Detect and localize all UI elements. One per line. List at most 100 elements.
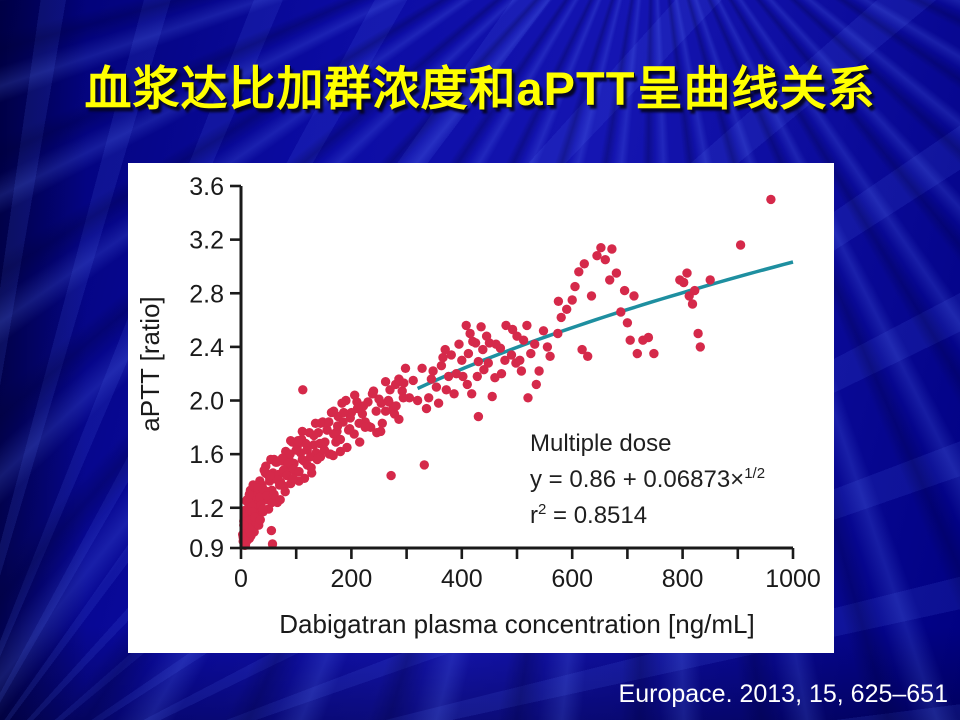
citation: Europace. 2013, 15, 625–651 bbox=[618, 680, 948, 708]
scatter-point bbox=[538, 326, 549, 336]
scatter-point bbox=[481, 331, 492, 341]
scatter-point bbox=[261, 461, 271, 471]
scatter-point bbox=[438, 352, 448, 363]
y-tick-label: 1.2 bbox=[189, 495, 224, 523]
scatter-point bbox=[293, 436, 303, 446]
scatter-point bbox=[355, 437, 365, 447]
scatter-point bbox=[478, 344, 488, 355]
scatter-point bbox=[553, 296, 564, 306]
scatter-point bbox=[465, 328, 475, 339]
fit-annotation: Multiple dose y = 0.86 + 0.06873×1/2 r2 … bbox=[530, 429, 765, 531]
scatter-point bbox=[310, 418, 321, 428]
scatter-point bbox=[467, 389, 477, 399]
scatter-point bbox=[241, 536, 252, 546]
scatter-point bbox=[400, 363, 411, 373]
scatter-point bbox=[299, 473, 310, 483]
scatter-point bbox=[433, 398, 444, 408]
scatter-point bbox=[377, 418, 387, 428]
scatter-point bbox=[268, 489, 279, 500]
scatter-point bbox=[412, 395, 423, 406]
scatter-point bbox=[545, 351, 555, 361]
scatter-point bbox=[255, 515, 265, 525]
scatter-point bbox=[398, 393, 408, 403]
scatter-point bbox=[267, 539, 278, 549]
scatter-point bbox=[583, 351, 593, 361]
scatter-point bbox=[446, 350, 456, 360]
x-tick-label: 600 bbox=[551, 565, 593, 593]
y-tick-label: 0.9 bbox=[189, 535, 224, 563]
x-tick-label: 1000 bbox=[765, 565, 821, 593]
scatter-point bbox=[487, 391, 497, 402]
scatter-point bbox=[556, 312, 566, 323]
scatter-point bbox=[461, 320, 471, 331]
scatter-point bbox=[643, 332, 654, 343]
scatter-point bbox=[506, 350, 517, 360]
scatter-point bbox=[622, 318, 633, 328]
scatter-point bbox=[473, 356, 484, 367]
scatter-point bbox=[297, 426, 307, 437]
scatter-point bbox=[695, 342, 705, 352]
scatter-point bbox=[322, 425, 332, 435]
scatter-point bbox=[386, 470, 396, 481]
scatter-point bbox=[352, 403, 363, 414]
scatter-point bbox=[454, 339, 464, 349]
scatter-point bbox=[380, 377, 391, 387]
scatter-point bbox=[500, 355, 510, 365]
scatter-point bbox=[376, 398, 386, 408]
scatter-point bbox=[629, 291, 639, 301]
scatter-point bbox=[275, 495, 285, 505]
x-tick-label: 200 bbox=[331, 565, 373, 593]
scatter-point bbox=[607, 244, 617, 254]
y-tick-label: 2.4 bbox=[189, 334, 224, 362]
scatter-point bbox=[441, 385, 451, 395]
scatter-point bbox=[335, 434, 346, 445]
y-tick-label: 1.6 bbox=[189, 441, 224, 469]
scatter-point bbox=[577, 344, 587, 355]
scatter-point bbox=[297, 454, 307, 465]
scatter-point bbox=[542, 342, 553, 352]
scatter-point bbox=[531, 379, 541, 390]
scatter-point bbox=[496, 369, 507, 379]
annotation-equation: y = 0.86 + 0.06873×1/2 bbox=[530, 459, 765, 495]
scatter-point bbox=[687, 299, 698, 309]
scatter-point bbox=[332, 421, 343, 431]
scatter-point bbox=[596, 243, 606, 253]
scatter-point bbox=[462, 379, 472, 390]
scatter-point bbox=[605, 275, 615, 285]
scatter-point bbox=[766, 194, 776, 205]
scatter-point bbox=[368, 389, 378, 399]
rsquared-base: r bbox=[530, 502, 538, 529]
scatter-point bbox=[265, 470, 275, 481]
scatter-point bbox=[679, 277, 689, 288]
scatter-point bbox=[619, 285, 630, 296]
scatter-point bbox=[440, 344, 450, 355]
scatter-point bbox=[491, 339, 501, 349]
scatter-point bbox=[272, 457, 282, 467]
scatter-point bbox=[592, 251, 602, 261]
scatter-point bbox=[345, 413, 355, 423]
scatter-point bbox=[579, 259, 589, 269]
y-tick-label: 2.8 bbox=[189, 280, 224, 308]
scatter-point bbox=[383, 395, 394, 406]
scatter-point bbox=[298, 385, 308, 395]
scatter-point bbox=[690, 285, 700, 296]
scatter-point bbox=[483, 358, 493, 368]
x-tick-label: 400 bbox=[441, 565, 483, 593]
scatter-point bbox=[324, 417, 334, 427]
scatter-point bbox=[274, 480, 285, 490]
scatter-point bbox=[371, 406, 381, 416]
scatter-point bbox=[421, 403, 432, 414]
scatter-point bbox=[567, 295, 577, 305]
scatter-point bbox=[616, 307, 626, 317]
scatter-point bbox=[315, 438, 325, 449]
rsquared-superscript: 2 bbox=[538, 501, 547, 518]
scatter-point bbox=[570, 281, 580, 292]
scatter-point bbox=[337, 398, 347, 408]
scatter-point bbox=[632, 348, 642, 359]
scatter-point bbox=[516, 366, 527, 376]
scatter-point bbox=[472, 371, 482, 382]
x-axis-label: Dabigatran plasma concentration [ng/mL] bbox=[279, 609, 755, 639]
scatter-point bbox=[309, 430, 319, 441]
scatter-point bbox=[515, 355, 525, 365]
